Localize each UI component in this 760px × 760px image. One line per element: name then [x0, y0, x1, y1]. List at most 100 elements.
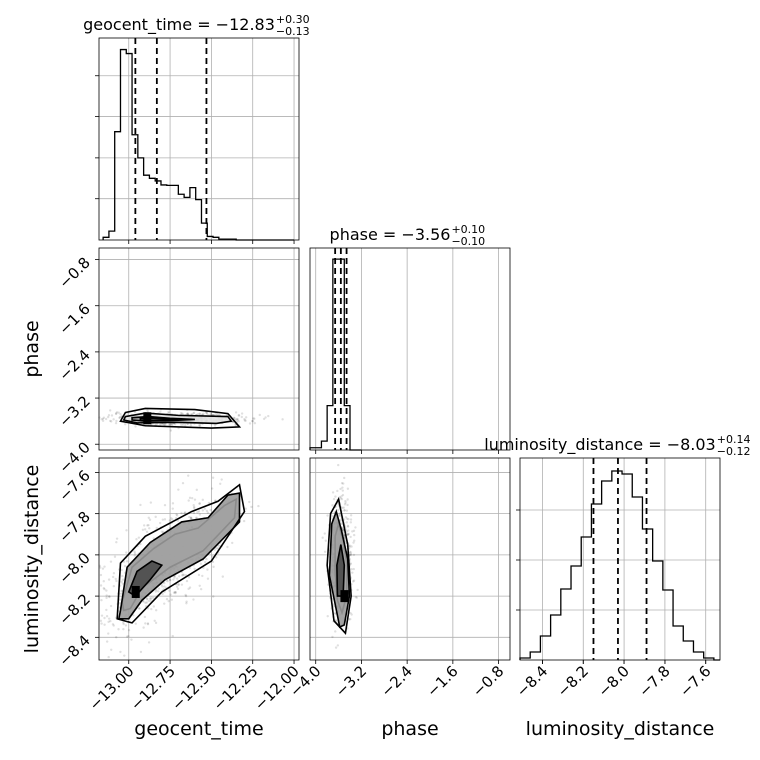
hist-geocent_time: geocent_time = −12.83 +0.30−0.13 [83, 13, 310, 244]
sample-point [349, 514, 353, 517]
sample-point [346, 524, 350, 528]
sample-point [103, 565, 106, 568]
density-peak [143, 412, 152, 425]
sample-point [118, 598, 121, 601]
sample-point [196, 511, 199, 514]
sample-point [347, 529, 350, 532]
x-axis-title-2: luminosity_distance [526, 718, 715, 740]
sample-point [142, 626, 145, 629]
sample-point [192, 411, 196, 415]
sample-point [346, 532, 350, 536]
sample-point [125, 529, 128, 532]
title-phase: phase = −3.56 [330, 225, 451, 244]
sample-point [343, 509, 346, 512]
sample-point [323, 532, 326, 535]
sample-point [343, 476, 346, 480]
sample-point [344, 501, 347, 505]
sample-point [160, 530, 164, 533]
sample-point [212, 565, 215, 569]
panel-0-frame [98, 247, 300, 451]
sample-point [189, 516, 193, 520]
sample-point [190, 412, 193, 416]
density-peak [340, 590, 349, 603]
sample-point [344, 499, 347, 503]
sample-point [349, 562, 352, 565]
sample-point [240, 412, 244, 415]
sample-point [349, 521, 353, 524]
sample-point [342, 531, 345, 534]
sample-point [351, 571, 354, 574]
x-axis-title-0: geocent_time [134, 718, 263, 740]
sample-point [118, 416, 122, 419]
sample-point [154, 621, 158, 625]
sample-point [186, 422, 190, 426]
sample-point [125, 560, 129, 563]
sample-point [187, 587, 190, 591]
sample-point [250, 419, 254, 423]
sample-point [152, 605, 156, 608]
sample-point [343, 503, 347, 506]
sample-point [177, 583, 180, 586]
sample-point [99, 584, 103, 587]
x-tick-label: −12.75 [127, 662, 179, 714]
sample-point [235, 418, 238, 421]
sample-point [117, 411, 120, 414]
sample-point [107, 414, 111, 417]
sample-point [350, 567, 353, 571]
sample-point [137, 536, 141, 539]
hist-phase-frame [309, 247, 511, 451]
sample-point [264, 416, 267, 419]
sample-point [169, 593, 172, 596]
sample-point [237, 414, 241, 417]
sample-point [198, 502, 201, 505]
sample-point [103, 623, 106, 626]
sample-point [105, 640, 109, 643]
x-tick-label: −12.25 [210, 662, 262, 714]
sample-point [354, 595, 358, 599]
sample-point [163, 423, 167, 426]
sample-point [102, 579, 105, 583]
sample-point [157, 587, 161, 590]
sample-point [133, 554, 136, 557]
sample-point [176, 587, 180, 591]
sample-point [345, 530, 348, 533]
sample-point [168, 423, 171, 427]
sample-point [173, 590, 177, 594]
sample-point [174, 590, 177, 594]
sample-point [100, 614, 104, 617]
sample-point [115, 419, 118, 423]
sample-point [205, 411, 208, 415]
sample-point [105, 589, 108, 592]
sample-point [326, 514, 329, 517]
sample-point [123, 654, 126, 657]
sample-point [115, 537, 119, 540]
sample-point [190, 517, 193, 520]
sample-point [120, 580, 123, 584]
y-axis-title-2: luminosity_distance [21, 465, 43, 654]
sample-point [149, 598, 152, 601]
sample-point [215, 556, 218, 559]
sample-point [192, 505, 196, 509]
sample-point [187, 576, 191, 579]
sample-point [121, 582, 124, 585]
sample-point [99, 573, 103, 577]
density-peak [131, 585, 140, 598]
sample-point [210, 487, 214, 490]
sample-point [237, 420, 240, 423]
sample-point [349, 611, 352, 615]
sample-point [334, 630, 337, 633]
sample-point [262, 417, 266, 421]
sample-point [110, 648, 113, 652]
sample-point [125, 635, 129, 638]
sample-point [107, 655, 110, 659]
title-plus-phase: +0.10 [451, 223, 485, 236]
sample-point [185, 579, 189, 583]
sample-point [332, 497, 336, 501]
sample-point [163, 518, 167, 521]
sample-point [198, 502, 201, 505]
sample-point [209, 413, 213, 416]
title-minus-luminosity_distance: −0.12 [717, 445, 751, 458]
sample-point [127, 628, 131, 632]
sample-point [112, 572, 116, 575]
